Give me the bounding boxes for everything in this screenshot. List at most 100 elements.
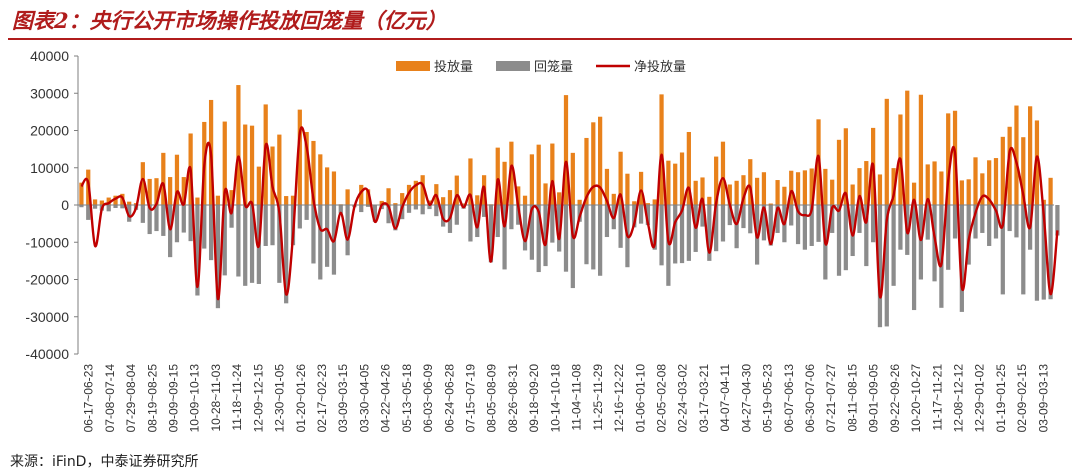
bar-withdraw <box>120 205 125 209</box>
bar-withdraw <box>127 205 132 222</box>
bar-put <box>529 154 534 205</box>
bar-put <box>147 178 152 205</box>
bar-put <box>673 163 678 205</box>
bar-withdraw <box>850 205 855 257</box>
bar-withdraw <box>502 205 507 270</box>
bar-withdraw <box>980 205 985 233</box>
bar-put <box>304 131 309 205</box>
bar-put <box>761 172 767 205</box>
bar-put <box>318 154 323 205</box>
x-tick-label: 12-08~12-12 <box>952 364 966 433</box>
legend: 投放量 回笼量 净投放量 <box>396 59 686 75</box>
bar-withdraw <box>700 205 705 227</box>
x-tick-label: 11-25~11-29 <box>591 364 605 431</box>
bar-withdraw <box>154 205 159 232</box>
bar-put <box>236 85 241 205</box>
x-tick-label: 10-14~10-18 <box>548 364 562 433</box>
bar-put <box>782 186 787 205</box>
bar-withdraw <box>113 205 118 208</box>
bar-put <box>359 184 364 205</box>
x-tick-label: 04-07~04-11 <box>718 364 732 432</box>
bar-put <box>154 178 159 205</box>
bar-put <box>461 203 466 205</box>
bar-put <box>973 157 978 205</box>
bar-withdraw <box>516 205 521 225</box>
bar-put <box>911 182 917 205</box>
bar-put <box>577 199 582 205</box>
bar-withdraw <box>304 205 309 220</box>
bar-put <box>591 122 596 205</box>
bar-put <box>243 124 248 205</box>
bar-put <box>345 189 350 205</box>
bar-put <box>700 177 705 205</box>
bar-withdraw <box>365 205 371 207</box>
bar-withdraw <box>1021 205 1026 295</box>
bar-put <box>570 152 575 205</box>
bar-put <box>864 161 869 205</box>
bar-withdraw <box>161 205 166 236</box>
bar-put <box>475 195 480 205</box>
bar-put <box>679 152 685 205</box>
bar-withdraw <box>598 205 603 276</box>
chart: -40000 -30000 -20000 -10000 0 10000 20000 30000… <box>25 48 1060 433</box>
x-tick-label: 09-09~09-15 <box>166 364 180 433</box>
bar-put <box>365 189 371 205</box>
bar-put <box>939 171 944 205</box>
bar-put <box>168 177 173 205</box>
x-tick-label: 07-21~07-27 <box>824 364 838 433</box>
bar-put <box>598 116 603 205</box>
bar-put <box>891 168 896 205</box>
bar-put <box>420 175 425 205</box>
bar-put <box>652 199 657 205</box>
x-tick-label: 08-19~08-25 <box>145 364 159 433</box>
bar-withdraw <box>345 205 350 256</box>
bar-put <box>1000 136 1005 205</box>
bar-put <box>611 193 616 205</box>
bar-put <box>181 177 186 205</box>
bar-put <box>502 161 507 205</box>
bar-put <box>659 94 664 205</box>
bar-withdraw <box>679 205 685 264</box>
bar-withdraw <box>741 205 746 229</box>
legend-swatch <box>496 61 530 71</box>
bar-withdraw <box>249 205 255 283</box>
bar-withdraw <box>92 205 98 209</box>
bar-withdraw <box>263 205 268 246</box>
bar-put <box>884 98 889 205</box>
bar-withdraw <box>284 205 289 304</box>
bar-put <box>734 180 739 205</box>
bar-put <box>836 139 842 205</box>
bar-put <box>140 162 145 205</box>
bar-withdraw <box>434 205 439 217</box>
bar-withdraw <box>959 205 964 312</box>
bar-withdraw <box>454 205 459 225</box>
bar-put <box>850 184 855 205</box>
bar-withdraw <box>406 205 412 213</box>
bar-withdraw <box>570 205 575 289</box>
bar-put <box>127 201 132 205</box>
bar-put <box>174 154 180 205</box>
x-tick-label: 12-29~01-02 <box>973 364 987 433</box>
bar-put <box>386 188 391 205</box>
bar-withdraw <box>563 205 569 272</box>
x-tick-label: 10-20~10-27 <box>909 364 923 433</box>
bar-put <box>843 128 848 205</box>
bar-put <box>748 159 753 205</box>
bar-put <box>768 203 773 205</box>
bar-put <box>618 151 623 205</box>
bar-put <box>379 200 384 205</box>
bar-put <box>270 146 275 205</box>
x-tick-label: 11-17~11-21 <box>930 364 944 431</box>
y-tick-label: 10000 <box>30 160 69 176</box>
bar-put <box>557 192 562 205</box>
bar-put <box>106 197 111 205</box>
bar-withdraw <box>475 205 480 238</box>
bar-withdraw <box>809 205 814 246</box>
x-tick-label: 10-09~10-13 <box>188 364 202 433</box>
bar-withdraw <box>584 205 589 265</box>
bar-put <box>495 147 500 205</box>
bar-put <box>229 190 234 205</box>
bar-withdraw <box>318 205 323 280</box>
y-tick-label: 30000 <box>30 85 69 101</box>
bar-put <box>918 94 924 205</box>
